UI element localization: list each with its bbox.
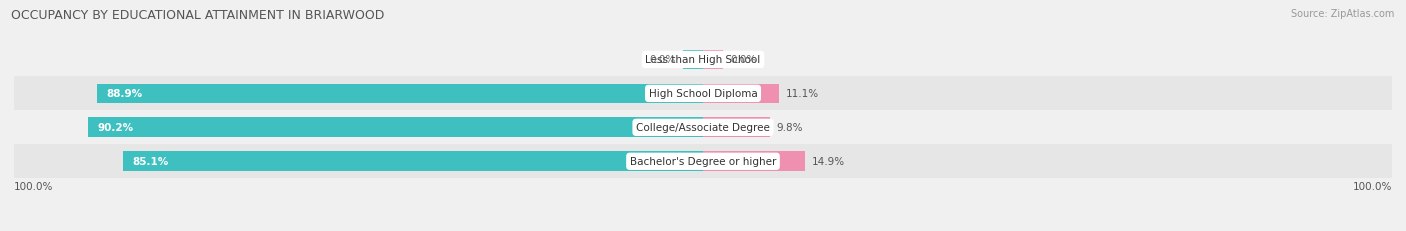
Legend: Owner-occupied, Renter-occupied: Owner-occupied, Renter-occupied — [583, 228, 823, 231]
Bar — [703, 84, 779, 104]
Bar — [97, 84, 703, 104]
Text: High School Diploma: High School Diploma — [648, 89, 758, 99]
Bar — [703, 118, 770, 138]
Bar — [14, 43, 1392, 77]
Text: OCCUPANCY BY EDUCATIONAL ATTAINMENT IN BRIARWOOD: OCCUPANCY BY EDUCATIONAL ATTAINMENT IN B… — [11, 9, 385, 22]
Text: 9.8%: 9.8% — [776, 123, 803, 133]
Text: 0.0%: 0.0% — [730, 55, 756, 65]
Text: Bachelor's Degree or higher: Bachelor's Degree or higher — [630, 157, 776, 167]
Text: 14.9%: 14.9% — [811, 157, 845, 167]
Text: 0.0%: 0.0% — [650, 55, 676, 65]
Bar — [14, 77, 1392, 111]
Text: 100.0%: 100.0% — [14, 181, 53, 191]
Bar — [703, 152, 804, 171]
Bar — [14, 111, 1392, 145]
Bar — [87, 118, 703, 138]
Text: 11.1%: 11.1% — [786, 89, 818, 99]
Bar — [682, 50, 703, 70]
Text: 90.2%: 90.2% — [98, 123, 134, 133]
Bar — [122, 152, 703, 171]
Text: Source: ZipAtlas.com: Source: ZipAtlas.com — [1291, 9, 1395, 19]
Text: 100.0%: 100.0% — [1353, 181, 1392, 191]
Text: Less than High School: Less than High School — [645, 55, 761, 65]
Bar — [14, 145, 1392, 179]
Bar — [703, 50, 724, 70]
Text: 85.1%: 85.1% — [132, 157, 169, 167]
Text: College/Associate Degree: College/Associate Degree — [636, 123, 770, 133]
Text: 88.9%: 88.9% — [107, 89, 143, 99]
